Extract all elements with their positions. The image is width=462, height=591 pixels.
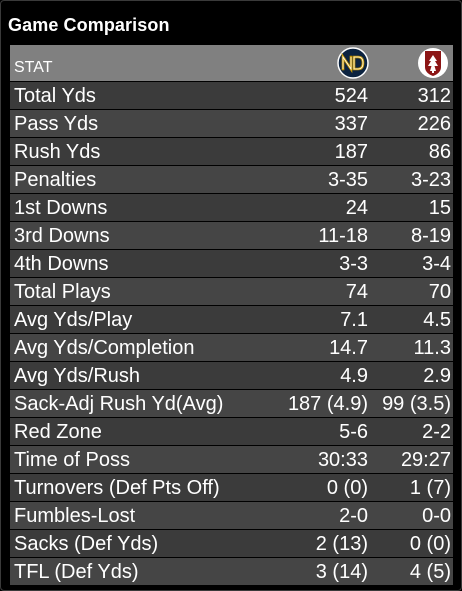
stat-label: Sacks (Def Yds) <box>14 533 159 555</box>
stanford-value: 86 <box>428 141 451 163</box>
stat-label: Avg Yds/Rush <box>14 365 141 387</box>
stanford-value: 0 (0) <box>409 533 451 555</box>
stanford-value: 3-4 <box>422 253 451 275</box>
stat-label: Penalties <box>14 169 97 191</box>
stanford-logo-icon <box>418 48 448 78</box>
stat-column-header: STAT <box>14 59 53 76</box>
stanford-value: 226 <box>417 113 451 135</box>
notre-dame-value: 2-0 <box>339 505 368 527</box>
stanford-value: 4.5 <box>423 309 451 331</box>
table-row: Red Zone 5-6 2-2 <box>10 417 453 445</box>
panel-title: Game Comparison <box>8 15 170 35</box>
stanford-value: 99 (3.5) <box>382 393 451 415</box>
table-row: Sack-Adj Rush Yd(Avg) 187 (4.9) 99 (3.5) <box>10 389 453 417</box>
stanford-value: 0-0 <box>422 505 451 527</box>
stat-label: 3rd Downs <box>14 225 110 247</box>
stat-label: 1st Downs <box>14 197 108 219</box>
notre-dame-logo-icon <box>337 47 369 79</box>
stat-label: Avg Yds/Play <box>14 309 133 331</box>
stanford-value: 29:27 <box>400 449 451 471</box>
notre-dame-value: 4.9 <box>340 365 368 387</box>
table-header: STAT <box>10 45 453 81</box>
stanford-value: 11.3 <box>413 337 451 359</box>
notre-dame-value: 524 <box>334 85 368 107</box>
notre-dame-value: 14.7 <box>329 337 368 359</box>
stanford-value: 3-23 <box>410 169 451 191</box>
stat-label: TFL (Def Yds) <box>14 561 139 583</box>
notre-dame-value: 3-3 <box>339 253 368 275</box>
stat-label: Avg Yds/Completion <box>14 337 195 359</box>
stat-label: Pass Yds <box>14 113 99 135</box>
table-row: Total Yds 524 312 <box>10 81 453 109</box>
table-row: 1st Downs 24 15 <box>10 193 453 221</box>
table-row: Sacks (Def Yds) 2 (13) 0 (0) <box>10 529 453 557</box>
stat-label: Rush Yds <box>14 141 101 163</box>
table-row: Turnovers (Def Pts Off) 0 (0) 1 (7) <box>10 473 453 501</box>
notre-dame-value: 0 (0) <box>326 477 368 499</box>
notre-dame-value: 74 <box>345 281 368 303</box>
stanford-value: 312 <box>417 85 451 107</box>
comparison-table: STAT Total Yds 524 312 Pass Y <box>10 45 453 585</box>
table-row: Rush Yds 187 86 <box>10 137 453 165</box>
notre-dame-value: 337 <box>334 113 368 135</box>
table-row: Penalties 3-35 3-23 <box>10 165 453 193</box>
table-row: Total Plays 74 70 <box>10 277 453 305</box>
table-row: Fumbles-Lost 2-0 0-0 <box>10 501 453 529</box>
stat-label: Total Plays <box>14 281 111 303</box>
notre-dame-value: 3 (14) <box>315 561 368 583</box>
table-row: TFL (Def Yds) 3 (14) 4 (5) <box>10 557 453 585</box>
stanford-value: 15 <box>428 197 451 219</box>
stanford-value: 2.9 <box>423 365 451 387</box>
table-row: Time of Poss 30:33 29:27 <box>10 445 453 473</box>
notre-dame-value: 11-18 <box>318 225 368 247</box>
notre-dame-value: 7.1 <box>340 309 368 331</box>
stat-label: 4th Downs <box>14 253 109 275</box>
notre-dame-value: 2 (13) <box>315 533 368 555</box>
stat-label: Sack-Adj Rush Yd(Avg) <box>14 393 224 415</box>
table-row: Avg Yds/Completion 14.7 11.3 <box>10 333 453 361</box>
stat-label: Time of Poss <box>14 449 130 471</box>
stanford-value: 4 (5) <box>409 561 451 583</box>
stanford-value: 8-19 <box>410 225 451 247</box>
stanford-value: 70 <box>428 281 451 303</box>
stat-label: Red Zone <box>14 421 102 443</box>
table-row: Avg Yds/Rush 4.9 2.9 <box>10 361 453 389</box>
notre-dame-value: 24 <box>345 197 368 219</box>
table-row: 4th Downs 3-3 3-4 <box>10 249 453 277</box>
stat-rows: Total Yds 524 312 Pass Yds 337 226 Rush Yds 187… <box>10 81 453 585</box>
stat-label: Total Yds <box>14 85 96 107</box>
notre-dame-value: 187 (4.9) <box>287 393 368 415</box>
notre-dame-value: 5-6 <box>339 421 368 443</box>
stanford-value: 2-2 <box>422 421 451 443</box>
table-row: 3rd Downs 11-18 8-19 <box>10 221 453 249</box>
stat-label: Turnovers (Def Pts Off) <box>14 477 220 499</box>
notre-dame-value: 30:33 <box>317 449 368 471</box>
table-row: Avg Yds/Play 7.1 4.5 <box>10 305 453 333</box>
notre-dame-value: 3-35 <box>327 169 368 191</box>
stat-label: Fumbles-Lost <box>14 505 136 527</box>
stanford-value: 1 (7) <box>409 477 451 499</box>
notre-dame-value: 187 <box>334 141 368 163</box>
table-row: Pass Yds 337 226 <box>10 109 453 137</box>
